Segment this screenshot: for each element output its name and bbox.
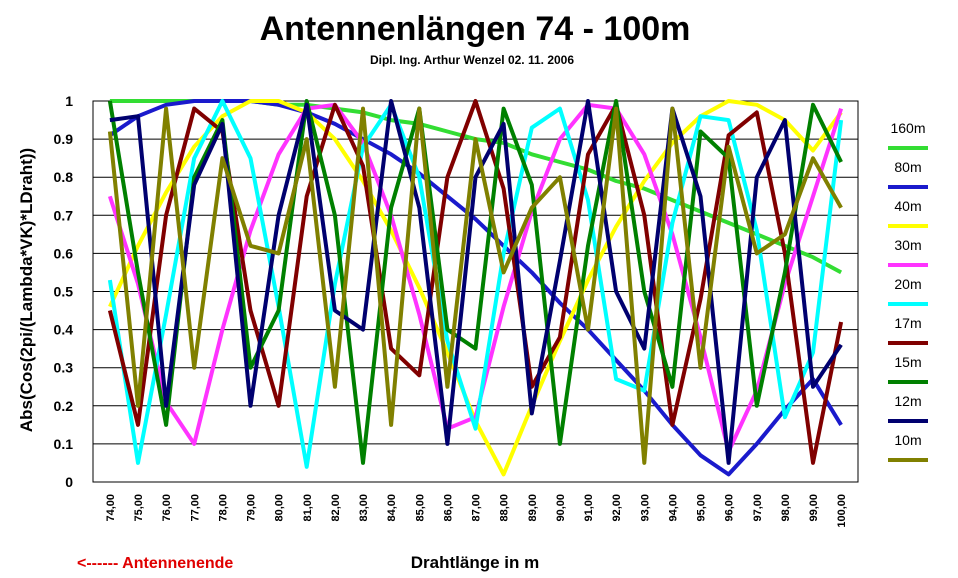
x-tick-label: 83,00 [358,494,370,522]
chart-subtitle: Dipl. Ing. Arthur Wenzel 02. 11. 2006 [370,53,574,67]
chart-title: Antennenlängen 74 - 100m [260,10,691,48]
y-tick-label: 0.3 [54,360,74,376]
x-tick-label: 95,00 [696,494,708,522]
x-tick-label: 100,00 [836,494,848,528]
x-tick-label: 97,00 [752,494,764,522]
y-axis-label: Abs(Cos(2pi/(Lambda*VK)*LDraht)) [17,148,36,432]
x-tick-label: 82,00 [330,494,342,522]
legend: 160m 80m 40m 30m 20m 17m 15m 12m 10m [888,120,928,462]
series-line-20m [107,99,844,469]
x-tick-label: 93,00 [639,494,651,522]
legend-label: 30m [894,237,921,253]
y-tick-label: 0.5 [54,284,74,300]
y-tick-label: 1 [65,93,73,109]
data-series [107,99,844,477]
x-tick-label: 92,00 [611,494,623,522]
y-tick-labels: 0 0.1 0.2 0.3 0.4 0.5 0.6 0.7 0.8 0.9 1 [54,93,74,490]
y-tick-label: 0.6 [54,245,74,261]
x-tick-label: 90,00 [555,494,567,522]
antenna-end-note: <------ Antennenende [77,555,233,572]
x-tick-label: 80,00 [274,494,286,522]
x-tick-label: 81,00 [302,494,314,522]
y-tick-label: 0.9 [54,131,74,147]
legend-label: 17m [894,315,921,331]
y-tick-label: 0.8 [54,169,74,185]
x-tick-label: 88,00 [499,494,511,522]
legend-label: 160m [890,120,925,136]
x-tick-label: 98,00 [780,494,792,522]
y-tick-label: 0.2 [54,398,74,414]
x-tick-label: 77,00 [189,494,201,522]
y-tick-label: 0.4 [54,322,74,338]
series-line-80m [108,99,843,477]
x-tick-label: 89,00 [527,494,539,522]
y-tick-label: 0 [65,474,73,490]
x-tick-labels: 74,00 75,00 76,00 77,00 78,00 79,00 80,00 81,00… [105,494,848,528]
x-tick-label: 74,00 [105,494,117,522]
series-line-10m [107,106,843,465]
legend-label: 15m [894,354,921,370]
legend-label: 80m [894,159,921,175]
x-tick-label: 75,00 [133,494,145,522]
y-tick-label: 0.1 [54,436,74,452]
y-tick-label: 0.7 [54,207,74,223]
series-line-12m [109,99,843,465]
x-tick-label: 94,00 [667,494,679,522]
x-tick-label: 78,00 [217,494,229,522]
x-tick-label: 86,00 [442,494,454,522]
legend-label: 20m [894,276,921,292]
legend-label: 10m [894,432,921,448]
x-tick-label: 96,00 [724,494,736,522]
legend-label: 40m [894,198,921,214]
legend-label: 12m [894,393,921,409]
x-axis-label: Drahtlänge in m [411,553,539,572]
x-tick-label: 79,00 [246,494,258,522]
x-tick-label: 85,00 [414,494,426,522]
x-tick-label: 84,00 [386,494,398,522]
x-tick-label: 99,00 [808,494,820,522]
x-tick-label: 87,00 [471,494,483,522]
x-tick-label: 76,00 [161,494,173,522]
x-tick-label: 91,00 [583,494,595,522]
